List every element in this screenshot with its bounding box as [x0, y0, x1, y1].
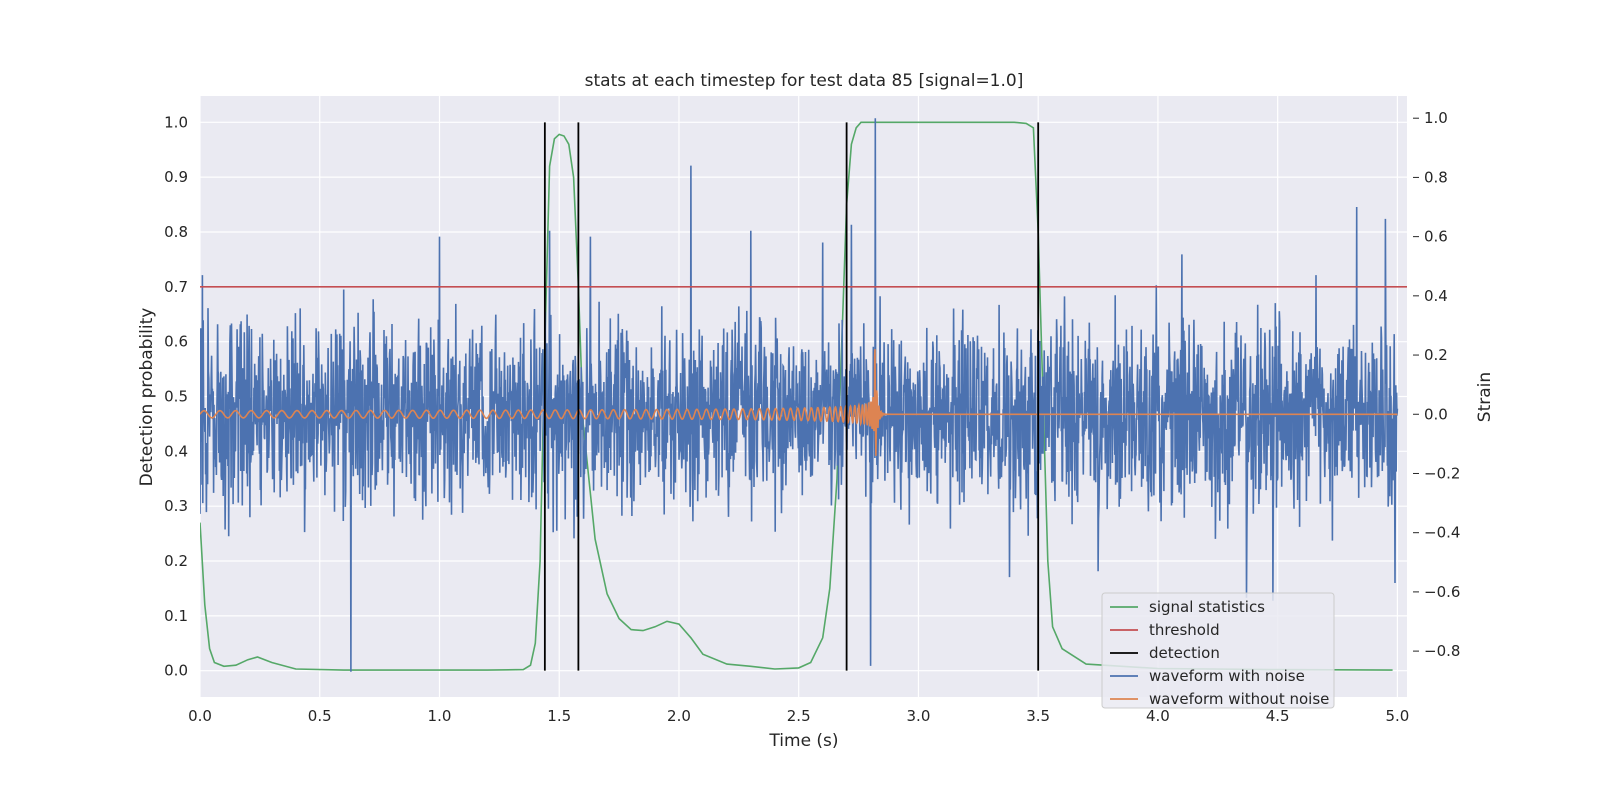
y-tick-label: 0.7	[164, 278, 188, 296]
x-tick-label: 5.0	[1385, 707, 1409, 725]
x-tick-label: 1.0	[428, 707, 452, 725]
legend-box	[1101, 592, 1335, 709]
y-tick-label: 0.0	[164, 662, 188, 680]
x-tick-label: 0.0	[188, 707, 212, 725]
y-right-tick-label: −0.8	[1424, 642, 1460, 660]
series-detection	[543, 122, 1040, 671]
legend: signal statistics threshold detection wa…	[1101, 592, 1335, 709]
y-right-tick-label: −0.2	[1424, 464, 1460, 482]
y-right-tick-label: −0.6	[1424, 583, 1460, 601]
x-tick-label: 2.5	[787, 707, 811, 725]
y-right-tick-label: 0.8	[1424, 168, 1448, 186]
y-right-tick-label: 0.2	[1424, 346, 1448, 364]
y-right-tick-label: 0.4	[1424, 287, 1448, 305]
x-tick-label: 2.0	[667, 707, 691, 725]
y-tick-label: 0.9	[164, 168, 188, 186]
y-tick-labels: 0.0 0.1 0.2 0.3 0.4 0.5 0.6 0.7 0.8 0.9 1.0	[164, 113, 188, 679]
y-tick-label: 0.6	[164, 333, 188, 351]
x-axis-label: Time (s)	[768, 731, 838, 751]
legend-label-waveform-without-noise: waveform without noise	[1149, 690, 1329, 708]
y-tick-label: 0.4	[164, 442, 188, 460]
x-tick-label: 3.0	[907, 707, 931, 725]
chart-title: stats at each timestep for test data 85 …	[585, 71, 1024, 91]
x-tick-label: 0.5	[308, 707, 332, 725]
series-signal-statistics	[200, 121, 1393, 671]
x-tick-label: 1.5	[547, 707, 571, 725]
y-right-tick-label: 0.0	[1424, 405, 1448, 423]
y-right-tick-labels: −0.8 −0.6 −0.4 −0.2 0.0 0.2 0.4 0.6 0.8 1.0	[1413, 109, 1460, 660]
x-tick-label: 4.5	[1266, 707, 1290, 725]
y-right-tick-label: 1.0	[1424, 109, 1448, 127]
series-waveform-with-noise	[200, 118, 1399, 672]
legend-label-signal-statistics: signal statistics	[1149, 598, 1265, 616]
legend-label-waveform-with-noise: waveform with noise	[1149, 667, 1305, 685]
legend-label-threshold: threshold	[1149, 621, 1220, 639]
x-tick-label: 4.0	[1146, 707, 1170, 725]
y-tick-label: 0.5	[164, 388, 188, 406]
y-tick-label: 0.8	[164, 223, 188, 241]
y-tick-label: 0.2	[164, 552, 188, 570]
y-tick-label: 0.1	[164, 607, 188, 625]
series-waveform-without-noise	[200, 349, 1398, 456]
y-tick-label: 1.0	[164, 113, 188, 131]
y-right-tick-label: −0.4	[1424, 524, 1460, 542]
y-right-axis-label: Strain	[1475, 372, 1495, 422]
x-tick-labels: 0.0 0.5 1.0 1.5 2.0 2.5 3.0 3.5 4.0 4.5 5.0	[188, 707, 1409, 725]
y-right-tick-label: 0.6	[1424, 228, 1448, 246]
y-axis-label: Detection probability	[137, 308, 157, 487]
x-tick-label: 3.5	[1026, 707, 1050, 725]
y-tick-label: 0.3	[164, 497, 188, 515]
legend-label-detection: detection	[1149, 644, 1220, 662]
